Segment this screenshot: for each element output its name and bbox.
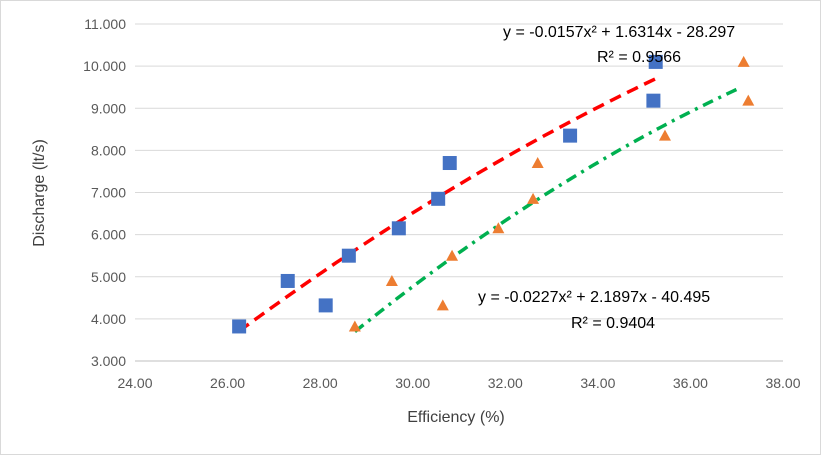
x-tick-label: 32.00 [488, 375, 523, 391]
series-1-equation: y = -0.0157x² + 1.6314x - 28.297 [503, 24, 735, 41]
series-1-square-marker [232, 319, 247, 334]
y-tick-label: 7.000 [91, 185, 126, 201]
y-axis-title: Discharge (lt/s) [31, 139, 48, 247]
series-1-square-marker [318, 298, 333, 313]
y-tick-label: 9.000 [91, 100, 126, 116]
series-1-square-marker [391, 221, 406, 236]
y-tick-label: 5.000 [91, 269, 126, 285]
series-1-square-marker [341, 248, 356, 263]
x-axis-title: Efficiency (%) [407, 409, 505, 426]
x-tick-label: 34.00 [580, 375, 615, 391]
x-tick-label: 28.00 [303, 375, 338, 391]
series-2-r2: R² = 0.9404 [571, 315, 655, 332]
series-2-triangle-marker [492, 222, 505, 234]
series-1-square-marker [646, 93, 661, 108]
x-tick-label: 38.00 [765, 375, 800, 391]
series-1-trendline [238, 77, 657, 333]
x-tick-label: 36.00 [673, 375, 708, 391]
series-2-triangle-marker [737, 55, 750, 67]
y-tick-label: 11.000 [84, 16, 126, 32]
series-2-triangle-marker [348, 320, 361, 332]
series-2-triangle-marker [531, 157, 544, 169]
series-1-square-marker [563, 128, 578, 143]
series-1-square-marker [280, 273, 295, 288]
series-1-r2: R² = 0.9566 [597, 49, 681, 66]
series-2-triangle-marker [436, 299, 449, 311]
tick-labels: 3.000 4.000 5.000 6.000 7.000 8.000 9.000 10.00… [83, 16, 801, 391]
gridlines [135, 23, 783, 362]
series-2-trendline [353, 86, 740, 334]
series-2-equation: y = -0.0227x² + 2.1897x - 40.495 [478, 289, 710, 306]
x-tick-label: 26.00 [210, 375, 245, 391]
data-points [232, 54, 755, 334]
series-2-triangle-marker [527, 192, 540, 204]
y-tick-label: 3.000 [91, 353, 126, 369]
x-tick-label: 30.00 [395, 375, 430, 391]
series-2-triangle-marker [385, 274, 398, 286]
y-tick-label: 4.000 [91, 311, 126, 327]
series-2-triangle-marker [658, 129, 671, 141]
series-1-square-marker [648, 54, 663, 69]
y-tick-label: 6.000 [91, 227, 126, 243]
y-tick-label: 10.000 [83, 58, 126, 74]
x-tick-label: 24.00 [117, 375, 152, 391]
series-1-square-marker [442, 156, 457, 171]
trendlines [238, 77, 740, 334]
equation-labels: y = -0.0157x² + 1.6314x - 28.297 R² = 0.… [478, 24, 735, 332]
y-tick-label: 8.000 [91, 142, 126, 158]
series-2-triangle-marker [742, 94, 755, 106]
series-1-square-marker [431, 191, 446, 206]
series-2-triangle-marker [446, 249, 459, 261]
